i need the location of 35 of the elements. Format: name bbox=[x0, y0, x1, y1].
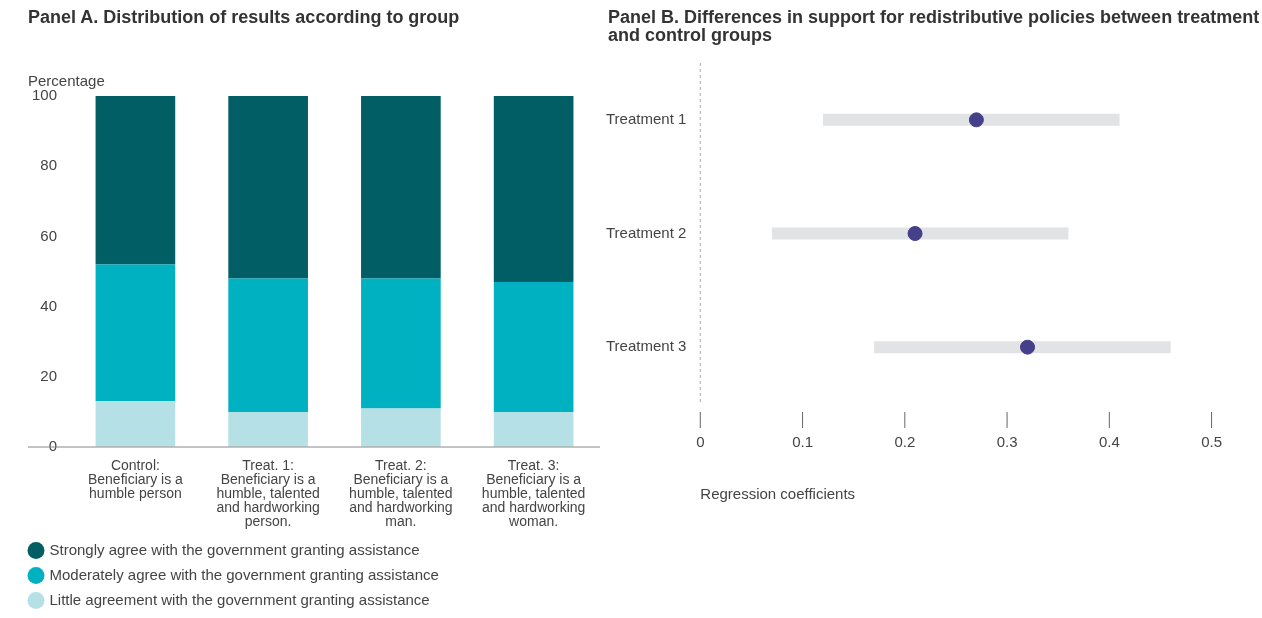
bar bbox=[228, 411, 308, 447]
legend-label: Strongly agree with the government granting assistance bbox=[49, 540, 420, 558]
bar bbox=[361, 278, 441, 409]
bar bbox=[493, 411, 574, 447]
x-tick-label: 0.4 bbox=[1098, 433, 1120, 451]
bar bbox=[361, 408, 441, 447]
y-tick-label: 20 bbox=[40, 366, 58, 384]
x-tick-label: 0.3 bbox=[996, 433, 1018, 451]
bar bbox=[95, 96, 176, 265]
bar bbox=[228, 278, 308, 412]
bar bbox=[95, 264, 176, 402]
x-tick-label: 0 bbox=[696, 433, 705, 451]
y-tick-label: Treatment 1 bbox=[606, 109, 687, 127]
bar bbox=[493, 96, 574, 283]
x-tick-label: 0.2 bbox=[894, 433, 916, 451]
x-tick-label: Control: Beneficiary is a humble person bbox=[87, 456, 184, 501]
x-tick-label: 0.5 bbox=[1201, 433, 1222, 451]
bar bbox=[228, 96, 308, 279]
y-tick-label: 80 bbox=[40, 156, 58, 174]
x-axis-title: Regression coefficients bbox=[700, 485, 856, 503]
y-tick-label: 60 bbox=[40, 226, 58, 244]
y-tick-label: 40 bbox=[40, 296, 58, 314]
x-tick-label: Treat. 1: Beneficiary is a humble, talented and hardworking person. bbox=[216, 456, 320, 529]
chart-title: Panel B. Differences in support for redistributive policies between treatment and control groups bbox=[608, 7, 1261, 47]
bar bbox=[95, 401, 176, 447]
y-tick-label: Treatment 3 bbox=[606, 337, 687, 355]
x-tick-label: Treat. 2: Beneficiary is a humble, talented and hardworking man. bbox=[349, 456, 453, 529]
legend-label: Little agreement with the government granting assistance bbox=[49, 590, 430, 608]
y-tick-label: Treatment 2 bbox=[606, 223, 687, 241]
bar bbox=[361, 96, 441, 279]
x-tick-label: 0.1 bbox=[792, 433, 813, 451]
bar bbox=[493, 282, 574, 412]
x-tick-label: Treat. 3: Beneficiary is a humble, talented and hardworking woman. bbox=[481, 456, 586, 529]
legend-label: Moderately agree with the government granting assistance bbox=[49, 565, 439, 583]
chart-title: Panel A. Distribution of results according to group bbox=[28, 7, 460, 27]
